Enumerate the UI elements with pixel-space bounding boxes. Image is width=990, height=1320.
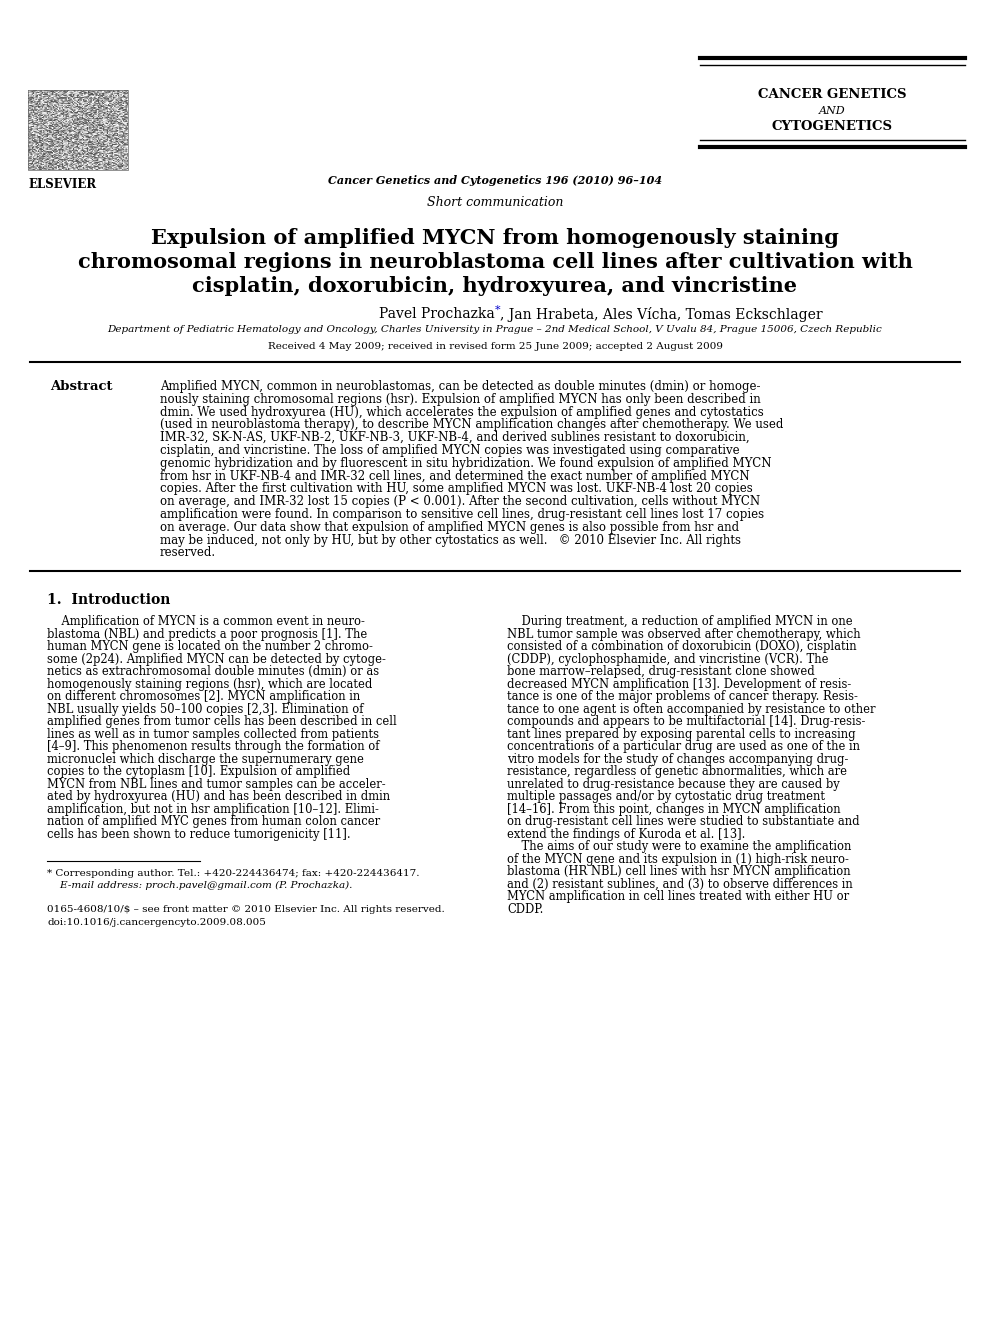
Text: blastoma (NBL) and predicts a poor prognosis [1]. The: blastoma (NBL) and predicts a poor progn… xyxy=(47,628,367,640)
Text: tant lines prepared by exposing parental cells to increasing: tant lines prepared by exposing parental… xyxy=(507,727,855,741)
Text: tance to one agent is often accompanied by resistance to other: tance to one agent is often accompanied … xyxy=(507,702,875,715)
Text: NBL usually yields 50–100 copies [2,3]. Elimination of: NBL usually yields 50–100 copies [2,3]. … xyxy=(47,702,363,715)
Text: on different chromosomes [2]. MYCN amplification in: on different chromosomes [2]. MYCN ampli… xyxy=(47,690,360,704)
Text: copies to the cytoplasm [10]. Expulsion of amplified: copies to the cytoplasm [10]. Expulsion … xyxy=(47,766,350,779)
Text: CYTOGENETICS: CYTOGENETICS xyxy=(771,120,893,132)
Text: Cancer Genetics and Cytogenetics 196 (2010) 96–104: Cancer Genetics and Cytogenetics 196 (20… xyxy=(328,176,662,186)
Text: reserved.: reserved. xyxy=(160,546,216,560)
Text: consisted of a combination of doxorubicin (DOXO), cisplatin: consisted of a combination of doxorubici… xyxy=(507,640,856,653)
Text: cisplatin, and vincristine. The loss of amplified MYCN copies was investigated u: cisplatin, and vincristine. The loss of … xyxy=(160,444,740,457)
Text: IMR-32, SK-N-AS, UKF-NB-2, UKF-NB-3, UKF-NB-4, and derived sublines resistant to: IMR-32, SK-N-AS, UKF-NB-2, UKF-NB-3, UKF… xyxy=(160,432,749,445)
Text: may be induced, not only by HU, but by other cytostatics as well.   © 2010 Elsev: may be induced, not only by HU, but by o… xyxy=(160,533,741,546)
Text: extend the findings of Kuroda et al. [13].: extend the findings of Kuroda et al. [13… xyxy=(507,828,745,841)
Text: multiple passages and/or by cytostatic drug treatment: multiple passages and/or by cytostatic d… xyxy=(507,791,825,803)
Text: homogenously staining regions (hsr), which are located: homogenously staining regions (hsr), whi… xyxy=(47,677,372,690)
Text: vitro models for the study of changes accompanying drug-: vitro models for the study of changes ac… xyxy=(507,752,848,766)
Text: on drug-resistant cell lines were studied to substantiate and: on drug-resistant cell lines were studie… xyxy=(507,816,859,828)
Text: ELSEVIER: ELSEVIER xyxy=(28,178,96,191)
Text: amplified genes from tumor cells has been described in cell: amplified genes from tumor cells has bee… xyxy=(47,715,397,729)
Text: cisplatin, doxorubicin, hydroxyurea, and vincristine: cisplatin, doxorubicin, hydroxyurea, and… xyxy=(192,276,798,296)
Text: and (2) resistant sublines, and (3) to observe differences in: and (2) resistant sublines, and (3) to o… xyxy=(507,878,852,891)
Text: of the MYCN gene and its expulsion in (1) high-risk neuro-: of the MYCN gene and its expulsion in (1… xyxy=(507,853,848,866)
Text: * Corresponding author. Tel.: +420-224436474; fax: +420-224436417.: * Corresponding author. Tel.: +420-22443… xyxy=(47,869,420,878)
Text: nously staining chromosomal regions (hsr). Expulsion of amplified MYCN has only : nously staining chromosomal regions (hsr… xyxy=(160,393,760,405)
Text: resistance, regardless of genetic abnormalities, which are: resistance, regardless of genetic abnorm… xyxy=(507,766,847,779)
Text: concentrations of a particular drug are used as one of the in: concentrations of a particular drug are … xyxy=(507,741,860,754)
Text: Received 4 May 2009; received in revised form 25 June 2009; accepted 2 August 20: Received 4 May 2009; received in revised… xyxy=(267,342,723,351)
Text: on average. Our data show that expulsion of amplified MYCN genes is also possibl: on average. Our data show that expulsion… xyxy=(160,521,740,533)
Text: compounds and appears to be multifactorial [14]. Drug-resis-: compounds and appears to be multifactori… xyxy=(507,715,865,729)
Text: (CDDP), cyclophosphamide, and vincristine (VCR). The: (CDDP), cyclophosphamide, and vincristin… xyxy=(507,652,829,665)
Text: bone marrow–relapsed, drug-resistant clone showed: bone marrow–relapsed, drug-resistant clo… xyxy=(507,665,815,678)
Text: MYCN from NBL lines and tumor samples can be acceler-: MYCN from NBL lines and tumor samples ca… xyxy=(47,777,386,791)
Text: nation of amplified MYC genes from human colon cancer: nation of amplified MYC genes from human… xyxy=(47,816,380,828)
Text: ated by hydroxyurea (HU) and has been described in dmin: ated by hydroxyurea (HU) and has been de… xyxy=(47,791,390,803)
Text: doi:10.1016/j.cancergencyto.2009.08.005: doi:10.1016/j.cancergencyto.2009.08.005 xyxy=(47,917,266,927)
Text: genomic hybridization and by fluorescent in situ hybridization. We found expulsi: genomic hybridization and by fluorescent… xyxy=(160,457,771,470)
Text: Amplified MYCN, common in neuroblastomas, can be detected as double minutes (dmi: Amplified MYCN, common in neuroblastomas… xyxy=(160,380,760,393)
Text: (used in neuroblastoma therapy), to describe MYCN amplification changes after ch: (used in neuroblastoma therapy), to desc… xyxy=(160,418,783,432)
Text: 0165-4608/10/$ – see front matter © 2010 Elsevier Inc. All rights reserved.: 0165-4608/10/$ – see front matter © 2010… xyxy=(47,904,445,913)
Text: Short communication: Short communication xyxy=(427,195,563,209)
Text: *: * xyxy=(495,305,501,315)
Text: Expulsion of amplified MYCN from homogenously staining: Expulsion of amplified MYCN from homogen… xyxy=(151,228,839,248)
Text: During treatment, a reduction of amplified MYCN in one: During treatment, a reduction of amplifi… xyxy=(507,615,852,628)
Text: 1.  Introduction: 1. Introduction xyxy=(47,593,170,607)
Text: chromosomal regions in neuroblastoma cell lines after cultivation with: chromosomal regions in neuroblastoma cel… xyxy=(77,252,913,272)
Text: E-mail address: proch.pavel@gmail.com (P. Prochazka).: E-mail address: proch.pavel@gmail.com (P… xyxy=(47,880,352,890)
Text: CANCER GENETICS: CANCER GENETICS xyxy=(757,88,906,102)
Text: , Jan Hrabeta, Ales Vícha, Tomas Eckschlager: , Jan Hrabeta, Ales Vícha, Tomas Eckschl… xyxy=(500,308,823,322)
Text: tance is one of the major problems of cancer therapy. Resis-: tance is one of the major problems of ca… xyxy=(507,690,858,704)
Text: blastoma (HR NBL) cell lines with hsr MYCN amplification: blastoma (HR NBL) cell lines with hsr MY… xyxy=(507,865,850,878)
Text: human MYCN gene is located on the number 2 chromo-: human MYCN gene is located on the number… xyxy=(47,640,373,653)
Text: on average, and IMR-32 lost 15 copies (P < 0.001). After the second cultivation,: on average, and IMR-32 lost 15 copies (P… xyxy=(160,495,760,508)
Text: amplification were found. In comparison to sensitive cell lines, drug-resistant : amplification were found. In comparison … xyxy=(160,508,764,521)
Text: unrelated to drug-resistance because they are caused by: unrelated to drug-resistance because the… xyxy=(507,777,840,791)
Text: decreased MYCN amplification [13]. Development of resis-: decreased MYCN amplification [13]. Devel… xyxy=(507,677,851,690)
Text: AND: AND xyxy=(819,106,845,116)
Text: [14–16]. From this point, changes in MYCN amplification: [14–16]. From this point, changes in MYC… xyxy=(507,803,841,816)
Text: Pavel Prochazka: Pavel Prochazka xyxy=(379,308,495,321)
Text: Amplification of MYCN is a common event in neuro-: Amplification of MYCN is a common event … xyxy=(47,615,365,628)
Text: amplification, but not in hsr amplification [10–12]. Elimi-: amplification, but not in hsr amplificat… xyxy=(47,803,379,816)
Bar xyxy=(28,90,128,170)
Text: CDDP.: CDDP. xyxy=(507,903,544,916)
Text: Department of Pediatric Hematology and Oncology, Charles University in Prague – : Department of Pediatric Hematology and O… xyxy=(108,325,882,334)
Text: Abstract: Abstract xyxy=(50,380,113,393)
Text: lines as well as in tumor samples collected from patients: lines as well as in tumor samples collec… xyxy=(47,727,379,741)
Text: [4–9]. This phenomenon results through the formation of: [4–9]. This phenomenon results through t… xyxy=(47,741,379,754)
Text: The aims of our study were to examine the amplification: The aims of our study were to examine th… xyxy=(507,841,851,853)
Text: from hsr in UKF-NB-4 and IMR-32 cell lines, and determined the exact number of a: from hsr in UKF-NB-4 and IMR-32 cell lin… xyxy=(160,470,749,483)
Text: MYCN amplification in cell lines treated with either HU or: MYCN amplification in cell lines treated… xyxy=(507,890,849,903)
Text: micronuclei which discharge the supernumerary gene: micronuclei which discharge the supernum… xyxy=(47,752,364,766)
Text: netics as extrachromosomal double minutes (dmin) or as: netics as extrachromosomal double minute… xyxy=(47,665,379,678)
Text: some (2p24). Amplified MYCN can be detected by cytoge-: some (2p24). Amplified MYCN can be detec… xyxy=(47,652,386,665)
Text: copies. After the first cultivation with HU, some amplified MYCN was lost. UKF-N: copies. After the first cultivation with… xyxy=(160,482,752,495)
Text: NBL tumor sample was observed after chemotherapy, which: NBL tumor sample was observed after chem… xyxy=(507,628,860,640)
Text: dmin. We used hydroxyurea (HU), which accelerates the expulsion of amplified gen: dmin. We used hydroxyurea (HU), which ac… xyxy=(160,405,763,418)
Text: cells has been shown to reduce tumorigenicity [11].: cells has been shown to reduce tumorigen… xyxy=(47,828,350,841)
